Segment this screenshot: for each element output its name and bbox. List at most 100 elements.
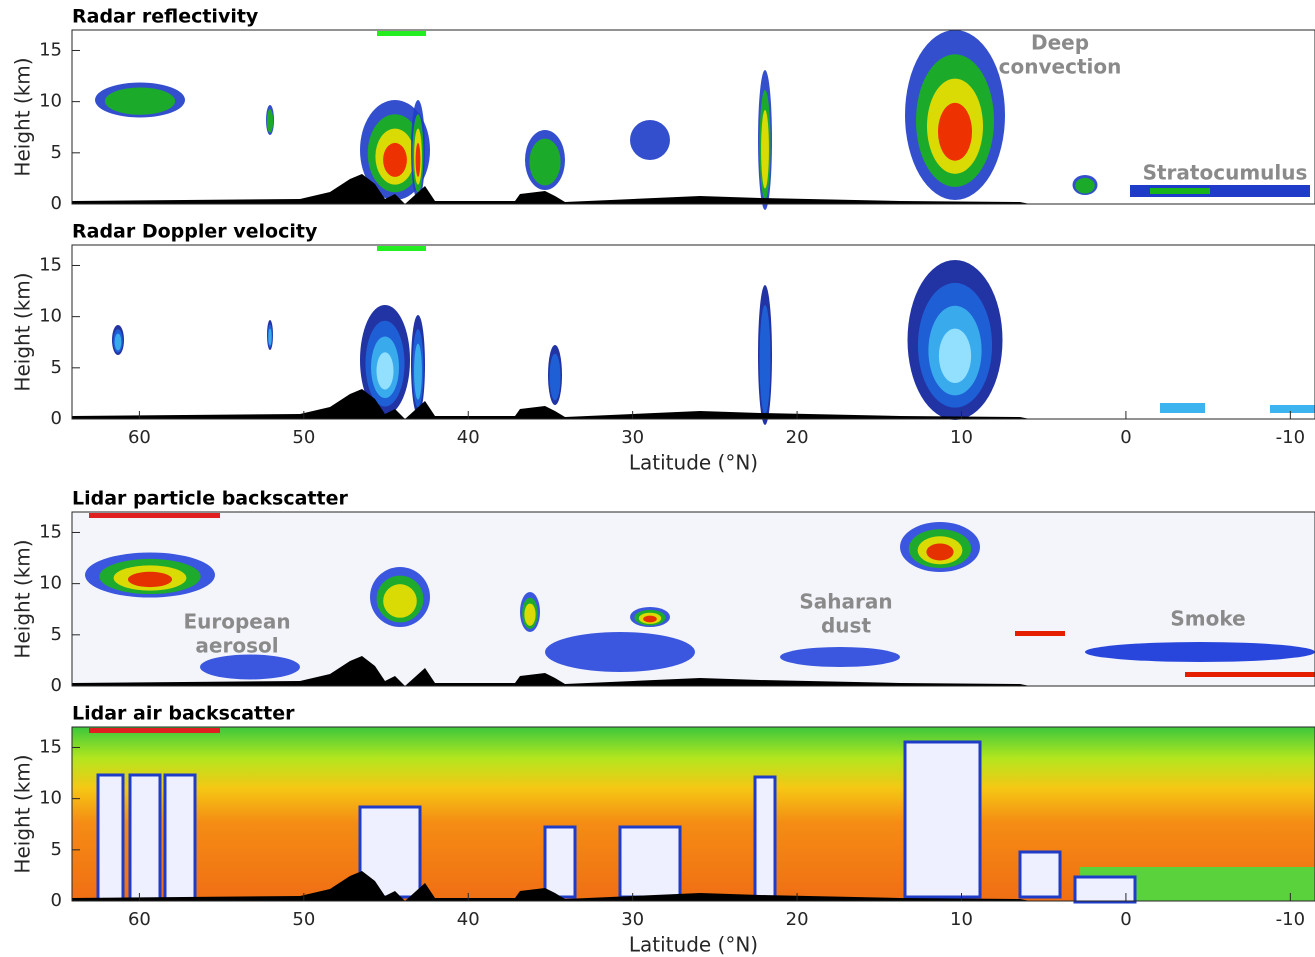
y-axis-label: Height (km) [11, 272, 35, 391]
panel-title: Radar reflectivity [72, 6, 259, 28]
annotation: convection [999, 55, 1122, 79]
curtain-feature [383, 584, 417, 618]
curtain-feature [127, 571, 173, 588]
terrain [72, 389, 1030, 419]
y-tick-label: 10 [39, 573, 62, 594]
panel-title: Lidar particle backscatter [72, 488, 348, 510]
x-tick-label: 30 [621, 427, 644, 448]
x-tick-label: 20 [786, 427, 809, 448]
x-axis-label: Latitude (°N) [629, 933, 758, 957]
curtain-feature [1185, 672, 1315, 677]
y-tick-label: 15 [39, 39, 62, 60]
curtain-feature [266, 109, 274, 133]
y-tick-label: 5 [51, 357, 62, 378]
x-tick-label: 10 [950, 427, 973, 448]
panel: Radar reflectivity Height (km) 0 5 10 15 Deepc… [11, 6, 1315, 214]
curtain-feature [761, 110, 769, 189]
terrain [72, 871, 1030, 901]
x-tick-label: 40 [457, 427, 480, 448]
curtain-feature [545, 632, 695, 672]
curtain-feature [549, 353, 561, 401]
annotation: Deep [1031, 31, 1089, 55]
annotation: Saharan [799, 590, 892, 614]
curtain-feature [1160, 403, 1205, 413]
overpass-bar [89, 728, 220, 733]
curtain-feature [104, 87, 176, 115]
plot-frame [71, 29, 1315, 205]
curtain-feature [780, 647, 900, 667]
curtain-feature [1073, 875, 1137, 904]
x-tick-label: 0 [1120, 909, 1131, 930]
curtain-feature [543, 825, 577, 899]
curtain-feature [128, 773, 162, 902]
panel: Radar Doppler velocity Height (km) 0 5 10 15 6… [11, 221, 1315, 475]
y-axis-label: Height (km) [11, 539, 35, 658]
curtain-feature [1270, 405, 1315, 413]
curtain-feature [415, 142, 421, 177]
curtain-feature [1150, 188, 1210, 194]
curtain-feature [414, 343, 422, 400]
curtain-feature [114, 333, 122, 351]
overpass-bar [89, 513, 220, 518]
curtain-feature [630, 120, 670, 160]
curtain-feature [524, 603, 536, 626]
y-tick-label: 0 [51, 193, 62, 214]
curtain-feature [753, 775, 777, 899]
annotation: dust [821, 614, 871, 638]
curtain-feature [938, 328, 972, 384]
x-tick-label: 50 [292, 909, 315, 930]
curtain-feature [618, 825, 682, 899]
y-tick-label: 10 [39, 91, 62, 112]
x-tick-label: 20 [786, 909, 809, 930]
plot-frame [71, 511, 1315, 687]
annotation: Stratocumulus [1143, 161, 1308, 185]
terrain [72, 656, 1030, 686]
panel: Lidar air backscatter Height (km) 0 5 10 15 60… [11, 703, 1315, 957]
curtain-feature [903, 740, 982, 899]
curtain-feature [1085, 642, 1315, 662]
y-tick-label: 10 [39, 788, 62, 809]
plot-frame [71, 726, 1315, 902]
overpass-bar [377, 31, 426, 36]
x-axis-label: Latitude (°N) [629, 451, 758, 475]
x-tick-label: 0 [1120, 427, 1131, 448]
curtain-feature [926, 543, 954, 561]
y-tick-label: 0 [51, 675, 62, 696]
annotation: aerosol [195, 634, 278, 658]
y-tick-label: 15 [39, 736, 62, 757]
x-tick-label: 40 [457, 909, 480, 930]
curtain-feature [163, 773, 197, 902]
curtain-feature [96, 773, 125, 902]
curtain-feature [643, 615, 657, 623]
x-tick-label: 60 [128, 909, 151, 930]
x-tick-label: 30 [621, 909, 644, 930]
curtain-feature [200, 654, 300, 680]
curtain-feature [938, 102, 972, 161]
x-tick-label: -10 [1276, 909, 1305, 930]
x-tick-label: -10 [1276, 427, 1305, 448]
curtain-feature [759, 305, 771, 415]
panel: Lidar particle backscatter Height (km) 0 5 1… [11, 488, 1315, 696]
y-tick-label: 5 [51, 624, 62, 645]
y-tick-label: 5 [51, 839, 62, 860]
curtain-feature [1018, 850, 1062, 899]
curtain-feature [1075, 177, 1095, 194]
y-tick-label: 15 [39, 254, 62, 275]
x-tick-label: 10 [950, 909, 973, 930]
x-tick-label: 60 [128, 427, 151, 448]
y-tick-label: 10 [39, 306, 62, 327]
curtain-feature [383, 142, 407, 177]
annotation: Smoke [1170, 607, 1245, 631]
y-tick-label: 5 [51, 142, 62, 163]
y-tick-label: 0 [51, 408, 62, 429]
y-axis-label: Height (km) [11, 57, 35, 176]
y-axis-label: Height (km) [11, 754, 35, 873]
y-tick-label: 0 [51, 890, 62, 911]
annotation: European [183, 610, 290, 634]
curtain-feature [1015, 631, 1065, 636]
curtain-feature [268, 328, 272, 346]
plot-frame [71, 244, 1315, 420]
panel-title: Radar Doppler velocity [72, 221, 318, 243]
x-tick-label: 50 [292, 427, 315, 448]
curtain-feature [376, 352, 394, 390]
